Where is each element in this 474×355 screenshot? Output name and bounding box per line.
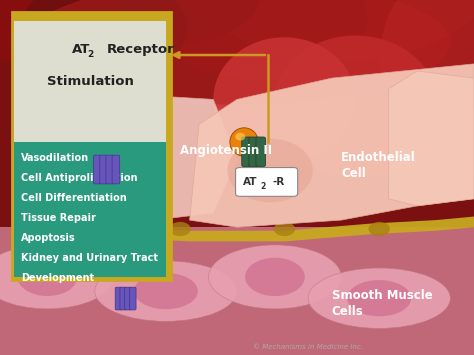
Text: Vasodilation: Vasodilation xyxy=(21,153,90,163)
Text: Development: Development xyxy=(21,273,94,283)
FancyBboxPatch shape xyxy=(129,287,136,310)
Ellipse shape xyxy=(308,268,450,328)
FancyBboxPatch shape xyxy=(115,287,122,310)
Polygon shape xyxy=(389,71,474,206)
FancyBboxPatch shape xyxy=(94,155,101,184)
Ellipse shape xyxy=(21,0,187,82)
Text: 2: 2 xyxy=(261,182,266,191)
Ellipse shape xyxy=(24,0,450,105)
Polygon shape xyxy=(190,64,474,227)
Ellipse shape xyxy=(367,89,474,195)
Polygon shape xyxy=(24,217,474,241)
Ellipse shape xyxy=(228,138,313,202)
Text: Cell Differentiation: Cell Differentiation xyxy=(21,193,127,203)
Text: Cell Antiproliferation: Cell Antiproliferation xyxy=(21,173,138,183)
Ellipse shape xyxy=(170,222,191,236)
Ellipse shape xyxy=(71,0,261,46)
Ellipse shape xyxy=(18,258,77,296)
Ellipse shape xyxy=(0,245,114,309)
Ellipse shape xyxy=(347,280,411,316)
Text: © Mechanisms in Medicine Inc.: © Mechanisms in Medicine Inc. xyxy=(253,344,363,350)
Ellipse shape xyxy=(235,133,246,141)
Polygon shape xyxy=(24,92,237,227)
FancyBboxPatch shape xyxy=(249,137,258,166)
FancyBboxPatch shape xyxy=(242,137,251,166)
Text: Kidney and Urinary Tract: Kidney and Urinary Tract xyxy=(21,253,158,263)
Ellipse shape xyxy=(134,273,198,309)
FancyBboxPatch shape xyxy=(14,21,166,142)
Ellipse shape xyxy=(209,245,341,309)
FancyBboxPatch shape xyxy=(100,155,107,184)
Ellipse shape xyxy=(0,0,118,62)
FancyBboxPatch shape xyxy=(256,137,265,166)
Text: -R: -R xyxy=(273,177,285,187)
Text: 2: 2 xyxy=(88,50,94,59)
FancyBboxPatch shape xyxy=(0,227,474,355)
Ellipse shape xyxy=(273,36,438,178)
Text: Apoptosis: Apoptosis xyxy=(21,233,76,243)
Text: Angiotensin II: Angiotensin II xyxy=(180,144,272,157)
Ellipse shape xyxy=(213,37,356,162)
Text: AT: AT xyxy=(243,177,257,187)
Text: Tissue Repair: Tissue Repair xyxy=(21,213,96,223)
FancyBboxPatch shape xyxy=(120,287,127,310)
FancyBboxPatch shape xyxy=(106,155,113,184)
FancyBboxPatch shape xyxy=(12,12,171,280)
Ellipse shape xyxy=(379,0,474,162)
Text: Smooth Muscle
Cells: Smooth Muscle Cells xyxy=(332,289,433,318)
Ellipse shape xyxy=(230,128,258,156)
Text: Stimulation: Stimulation xyxy=(46,75,134,88)
Text: Endothelial
Cell: Endothelial Cell xyxy=(341,151,416,180)
Ellipse shape xyxy=(273,222,295,236)
Ellipse shape xyxy=(154,0,367,80)
FancyBboxPatch shape xyxy=(14,142,166,277)
Text: Receptor: Receptor xyxy=(107,43,174,56)
Ellipse shape xyxy=(52,142,118,199)
Ellipse shape xyxy=(245,258,305,296)
Ellipse shape xyxy=(187,0,474,60)
FancyBboxPatch shape xyxy=(236,168,298,196)
Ellipse shape xyxy=(369,222,390,236)
Text: AT: AT xyxy=(72,43,90,56)
FancyBboxPatch shape xyxy=(112,155,119,184)
Ellipse shape xyxy=(95,261,237,321)
FancyBboxPatch shape xyxy=(125,287,131,310)
